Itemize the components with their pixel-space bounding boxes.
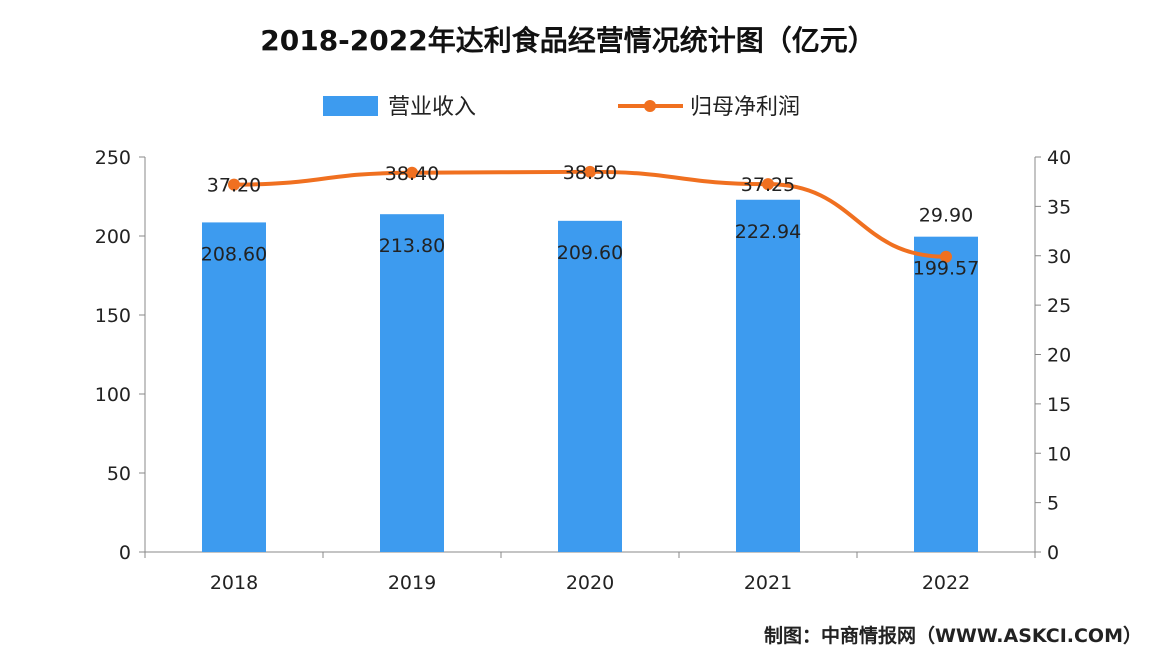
line-data-label: 38.50 [563, 162, 617, 184]
x-tick-label: 2019 [388, 572, 436, 594]
line-point [406, 166, 418, 179]
line-point [762, 178, 774, 191]
line-data-label: 29.90 [919, 205, 973, 227]
bar [202, 222, 266, 553]
bar [380, 214, 444, 553]
left-tick-label: 150 [95, 305, 131, 327]
x-tick-label: 2018 [210, 572, 258, 594]
left-tick-label: 200 [95, 226, 131, 248]
line-point [584, 165, 596, 178]
chart-title: 2018-2022年达利食品经营情况统计图（亿元） [260, 24, 875, 57]
left-tick-label: 0 [119, 542, 131, 564]
left-tick-label: 100 [95, 384, 131, 406]
bar [736, 199, 800, 552]
legend-bar-swatch [323, 96, 378, 116]
line-point [228, 178, 240, 191]
bar-data-label: 213.80 [379, 235, 445, 257]
right-tick-label: 25 [1047, 295, 1071, 317]
bar [914, 236, 978, 553]
bar-data-label: 208.60 [201, 243, 267, 265]
right-tick-label: 30 [1047, 246, 1071, 268]
right-tick-label: 10 [1047, 443, 1071, 465]
line-point [940, 250, 952, 263]
right-tick-label: 15 [1047, 394, 1071, 416]
line-data-label: 38.40 [385, 163, 439, 185]
right-tick-label: 35 [1047, 196, 1071, 218]
x-tick-label: 2021 [744, 572, 792, 594]
right-tick-label: 40 [1047, 147, 1071, 169]
x-tick-label: 2022 [922, 572, 970, 594]
left-tick-label: 250 [95, 147, 131, 169]
bar [558, 220, 622, 552]
x-tick-label: 2020 [566, 572, 614, 594]
right-tick-label: 5 [1047, 493, 1059, 515]
right-tick-label: 0 [1047, 542, 1059, 564]
line-data-label: 37.25 [741, 174, 795, 196]
source-note: 制图：中商情报网（WWW.ASKCI.COM） [764, 624, 1142, 647]
legend-line-label: 归母净利润 [690, 95, 800, 120]
legend-line-marker [644, 100, 656, 112]
left-tick-label: 50 [107, 463, 131, 485]
bar-data-label: 199.57 [913, 258, 979, 280]
line-data-label: 37.20 [207, 175, 261, 197]
legend-bar-label: 营业收入 [388, 95, 476, 120]
legend: 营业收入 归母净利润 [323, 95, 800, 120]
bar-data-label: 209.60 [557, 242, 623, 264]
bar-data-label: 222.94 [735, 221, 801, 243]
right-tick-label: 20 [1047, 345, 1071, 367]
